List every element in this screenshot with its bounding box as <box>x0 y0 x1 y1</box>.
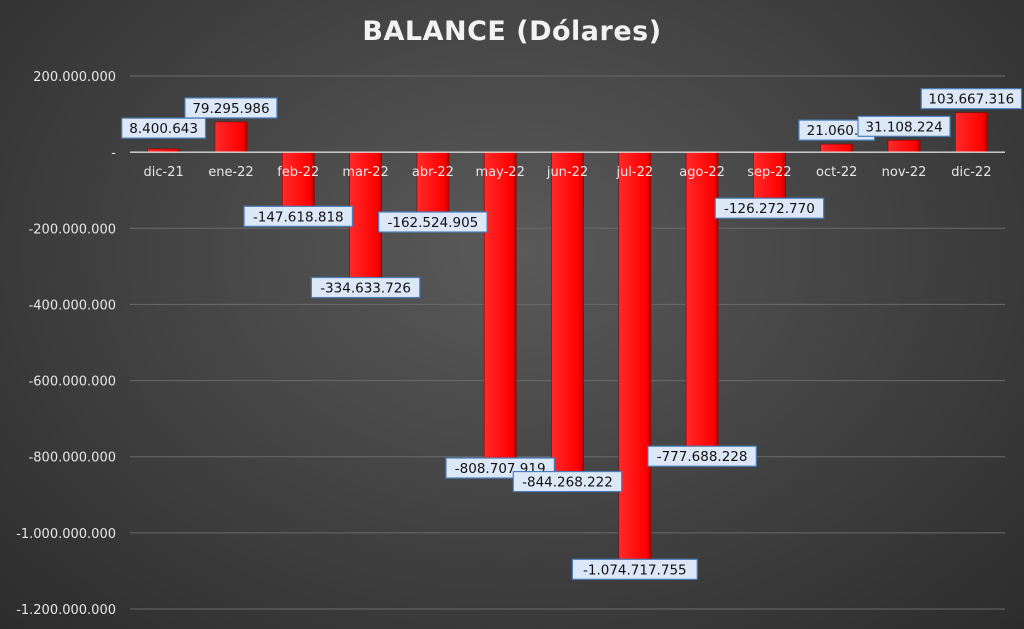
data-label-box <box>310 276 421 299</box>
data-label: 103.667.316 <box>920 88 1023 110</box>
bar <box>887 139 921 153</box>
x-tick-label: jun-22 <box>546 165 588 180</box>
data-label-text: 103.667.316 <box>928 92 1014 108</box>
y-axis-ticks: 200.000.000 - -200.000.000 -400.000.000 -600… <box>16 70 116 618</box>
data-label-text: -162.524.905 <box>388 215 479 231</box>
data-label-text: 21.060.9 <box>807 123 867 139</box>
data-label-text: 79.295.986 <box>192 101 269 117</box>
y-tick-label: - <box>111 146 116 161</box>
data-label-box <box>647 445 757 467</box>
bar <box>551 151 584 474</box>
x-tick-label: mar-22 <box>342 165 388 180</box>
data-label: -126.272.770 <box>714 197 825 219</box>
data-label: -147.618.818 <box>243 205 354 227</box>
data-label-box <box>243 205 354 227</box>
bar <box>820 143 854 153</box>
x-tick-label: dic-22 <box>951 165 991 180</box>
data-label-box <box>857 115 951 137</box>
data-label-box <box>184 97 278 119</box>
x-tick-label: feb-22 <box>277 165 319 180</box>
data-label-box <box>121 117 207 139</box>
data-label: -1.074.717.755 <box>571 558 698 580</box>
bar <box>685 151 719 449</box>
bars <box>147 112 988 562</box>
data-label-text: 31.108.224 <box>865 119 942 135</box>
data-label-box <box>512 470 623 493</box>
chart-title: BALANCE (Dólares) <box>362 16 662 47</box>
data-label-box <box>378 211 488 233</box>
y-tick-label: -800.000.000 <box>29 451 116 466</box>
y-tick-label: -600.000.000 <box>29 375 116 390</box>
data-label-box <box>920 88 1023 110</box>
data-label-text: -844.268.222 <box>522 475 613 491</box>
x-tick-label: oct-22 <box>816 165 857 180</box>
data-label: -162.524.905 <box>378 211 488 233</box>
x-tick-label: abr-22 <box>412 165 454 180</box>
x-tick-label: jul-22 <box>615 165 653 180</box>
data-label: 79.295.986 <box>184 97 278 119</box>
bar <box>214 121 248 153</box>
x-tick-label: ene-22 <box>208 165 253 180</box>
x-tick-label: nov-22 <box>882 165 927 180</box>
data-label-text: 8.400.643 <box>129 121 198 137</box>
y-tick-label: -1.000.000.000 <box>16 527 116 542</box>
data-label-text: -147.618.818 <box>253 209 344 225</box>
bar <box>281 151 315 209</box>
data-label-text: -334.633.726 <box>320 281 411 297</box>
x-tick-label: dic-21 <box>144 165 184 180</box>
category-labels: dic-21 ene-22 feb-22 mar-22 abr-22 may-22 jun-… <box>144 165 992 180</box>
bar <box>955 112 988 153</box>
data-label-text: -777.688.228 <box>657 449 748 465</box>
y-tick-label: -200.000.000 <box>29 222 116 237</box>
data-label: -844.268.222 <box>512 470 623 493</box>
bar <box>618 151 652 562</box>
y-tick-label: 200.000.000 <box>33 70 116 85</box>
data-label: 21.060.9 <box>798 119 876 141</box>
y-tick-label: -1.200.000.000 <box>16 603 116 618</box>
y-tick-label: -400.000.000 <box>29 298 116 313</box>
data-label: 8.400.643 <box>121 117 207 139</box>
data-labels: 8.400.643 79.295.986 -147.618.818 -334.633.… <box>121 88 1023 580</box>
bar <box>416 151 450 215</box>
data-label-text: -1.074.717.755 <box>583 562 687 578</box>
bar <box>483 151 517 461</box>
data-label: -334.633.726 <box>310 276 421 299</box>
data-label-text: -126.272.770 <box>724 201 815 217</box>
x-tick-label: may-22 <box>476 165 525 180</box>
x-tick-label: ago-22 <box>679 165 725 180</box>
data-label: 31.108.224 <box>857 115 951 137</box>
x-tick-label: sep-22 <box>747 165 791 180</box>
data-label: -777.688.228 <box>647 445 757 467</box>
data-label-box <box>571 558 698 580</box>
data-label-box <box>714 197 825 219</box>
